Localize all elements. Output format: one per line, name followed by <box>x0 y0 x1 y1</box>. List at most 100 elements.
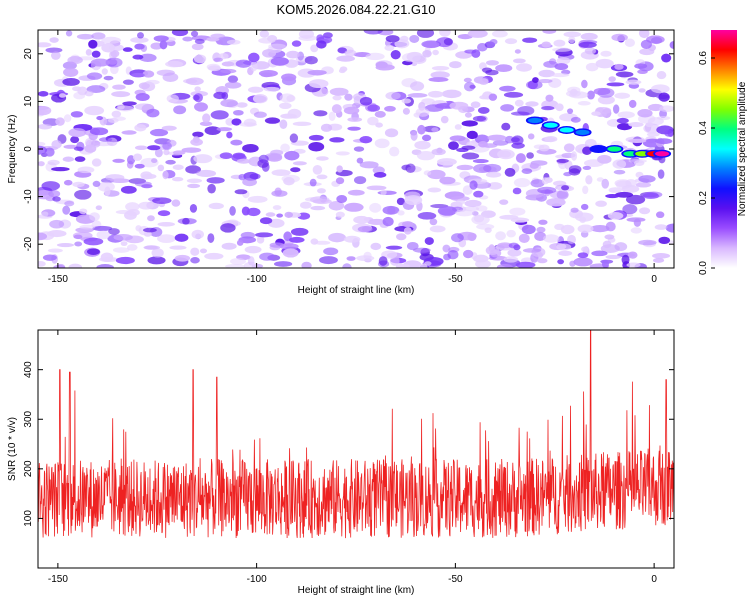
heatmap-noise-blob <box>314 240 331 245</box>
heatmap-noise-blob <box>221 242 237 250</box>
heatmap-noise-blob <box>336 165 343 173</box>
heatmap-noise-blob <box>614 63 624 70</box>
heatmap-noise-blob <box>38 141 46 147</box>
heatmap-noise-blob <box>359 136 373 144</box>
heatmap-noise-blob <box>310 44 319 53</box>
heatmap-noise-blob <box>384 44 395 51</box>
heatmap-feature-cell <box>575 129 590 135</box>
heatmap-noise-blob <box>521 168 533 174</box>
heatmap-noise-blob <box>476 205 488 212</box>
heatmap-noise-blob <box>190 247 200 256</box>
heatmap-noise-blob <box>136 32 144 39</box>
heatmap-noise-blob <box>492 30 508 38</box>
heatmap-noise-blob <box>247 195 268 203</box>
heatmap-noise-blob <box>526 152 534 159</box>
heatmap-noise-blob <box>407 93 428 98</box>
heatmap-noise-blob <box>96 230 110 240</box>
heatmap-noise-blob <box>416 151 435 161</box>
heatmap-noise-blob <box>207 183 216 194</box>
heatmap-noise-blob <box>401 221 414 228</box>
heatmap-noise-blob <box>451 233 464 243</box>
heatmap-noise-blob <box>91 158 102 167</box>
heatmap-noise-blob <box>485 171 502 178</box>
heatmap-noise-blob <box>62 77 80 86</box>
x-tick-label: -50 <box>448 574 463 585</box>
heatmap-noise-blob <box>487 134 507 141</box>
heatmap-noise-blob <box>577 101 591 106</box>
heatmap-noise-blob <box>319 256 338 265</box>
heatmap-noise-blob <box>638 175 656 183</box>
heatmap-noise-blob <box>602 240 612 249</box>
heatmap-noise-blob <box>638 88 646 93</box>
heatmap-noise-blob <box>320 123 333 132</box>
heatmap-noise-blob <box>196 169 217 178</box>
heatmap-noise-blob <box>563 172 572 177</box>
heatmap-noise-blob <box>289 133 299 143</box>
heatmap-noise-blob <box>406 241 419 251</box>
heatmap-noise-blob <box>499 85 516 92</box>
y-tick-label: -20 <box>23 237 34 252</box>
heatmap-noise-blob <box>51 166 70 172</box>
heatmap-noise-blob <box>665 223 674 233</box>
heatmap-noise-blob <box>359 161 379 169</box>
heatmap-noise-blob <box>84 105 105 116</box>
heatmap-noise-blob <box>112 158 125 163</box>
heatmap-noise-blob <box>258 154 269 164</box>
heatmap-noise-blob <box>612 104 620 114</box>
heatmap-noise-blob <box>134 43 145 50</box>
heatmap-noise-blob <box>174 254 191 262</box>
heatmap-noise-blob <box>248 52 260 63</box>
colorbar-tick-label: 0.2 <box>698 191 709 205</box>
heatmap-noise-blob <box>370 242 382 251</box>
heatmap-noise-blob <box>638 30 650 39</box>
heatmap-noise-blob <box>669 41 674 49</box>
heatmap-noise-blob <box>111 91 131 98</box>
heatmap-noise-blob <box>443 253 451 261</box>
heatmap-noise-blob <box>543 60 558 68</box>
heatmap-noise-blob <box>373 171 387 178</box>
heatmap-noise-blob <box>622 204 638 215</box>
heatmap-noise-blob <box>621 254 630 265</box>
heatmap-noise-blob <box>172 150 186 155</box>
heatmap-noise-blob <box>582 185 589 195</box>
x-tick-label: 0 <box>651 574 657 585</box>
heatmap-noise-blob <box>584 47 597 55</box>
heatmap-noise-blob <box>316 40 327 49</box>
heatmap-noise-blob <box>147 215 155 222</box>
heatmap-noise-blob <box>556 57 571 65</box>
heatmap-noise-blob <box>101 42 115 53</box>
heatmap-noise-blob <box>51 140 62 149</box>
heatmap-noise-blob <box>105 174 125 181</box>
heatmap-noise-blob <box>477 106 490 114</box>
heatmap-noise-blob <box>514 49 521 54</box>
heatmap-noise-blob <box>329 137 345 143</box>
heatmap-noise-blob <box>290 167 301 173</box>
heatmap-noise-blob <box>522 37 538 43</box>
heatmap-noise-blob <box>270 149 284 156</box>
x-tick-label: -100 <box>247 574 267 585</box>
heatmap-noise-blob <box>331 104 342 114</box>
heatmap-noise-blob <box>220 223 236 233</box>
heatmap-noise-blob <box>656 115 671 121</box>
heatmap-noise-blob <box>628 121 644 128</box>
heatmap-noise-blob <box>149 128 169 137</box>
heatmap-noise-blob <box>431 127 439 133</box>
heatmap-noise-blob <box>174 233 189 242</box>
heatmap-noise-blob <box>108 228 120 235</box>
heatmap-noise-blob <box>112 247 130 253</box>
heatmap-noise-blob <box>157 234 176 244</box>
heatmap-noise-blob <box>353 215 370 224</box>
heatmap-noise-blob <box>89 212 100 221</box>
heatmap-noise-blob <box>191 43 204 51</box>
heatmap-noise-blob <box>390 49 401 60</box>
heatmap-noise-blob <box>612 159 627 169</box>
heatmap-noise-blob <box>504 38 518 45</box>
heatmap-noise-blob <box>541 177 550 185</box>
heatmap-noise-blob <box>556 243 572 251</box>
heatmap-noise-blob <box>580 32 598 41</box>
heatmap-noise-blob <box>107 117 119 123</box>
heatmap-noise-blob <box>77 166 95 174</box>
heatmap-noise-blob <box>276 213 284 218</box>
heatmap-noise-blob <box>417 212 437 220</box>
heatmap-noise-blob <box>510 217 530 223</box>
